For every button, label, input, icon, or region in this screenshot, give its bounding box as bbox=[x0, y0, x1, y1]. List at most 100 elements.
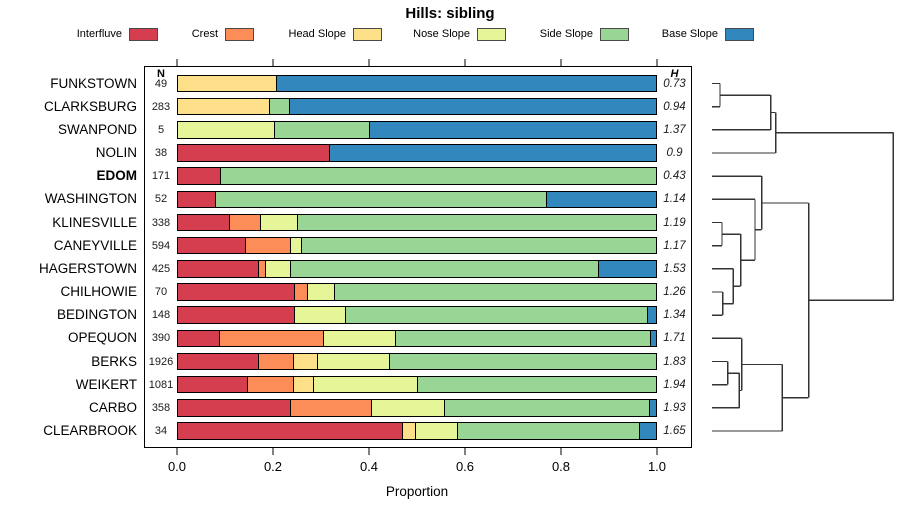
bar-segment-nose-slope bbox=[307, 284, 335, 300]
legend-label: Interfluve bbox=[76, 28, 122, 40]
bar-segment-side-slope bbox=[344, 307, 648, 323]
x-tick-label: 0.0 bbox=[167, 459, 187, 474]
h-value: 1.71 bbox=[663, 332, 686, 345]
bar-segment-interfluve bbox=[178, 307, 295, 323]
bar-segment-base-slope bbox=[329, 145, 656, 161]
h-value: 1.26 bbox=[663, 286, 686, 299]
h-value: 1.37 bbox=[663, 123, 686, 136]
h-value: 1.14 bbox=[663, 193, 686, 206]
n-value: 38 bbox=[154, 147, 168, 159]
bar-segment-base-slope bbox=[597, 261, 656, 277]
bar-segment-interfluve bbox=[178, 145, 330, 161]
bar-row-bedington bbox=[177, 306, 657, 324]
legend-swatch bbox=[225, 28, 254, 41]
bar-segment-side-slope bbox=[214, 191, 547, 208]
n-value: 594 bbox=[151, 239, 171, 252]
bar-row-washington bbox=[177, 190, 657, 209]
bar-segment-crest bbox=[244, 237, 291, 254]
h-value: 0.94 bbox=[663, 100, 686, 113]
bar-row-caneyville bbox=[177, 236, 657, 255]
bar-segment-nose-slope bbox=[259, 214, 297, 231]
h-value: 0.43 bbox=[663, 170, 686, 183]
h-value: 1.53 bbox=[663, 262, 686, 275]
bar-segment-side-slope bbox=[220, 168, 656, 184]
bar-row-clearbrook bbox=[177, 422, 657, 440]
bar-segment-interfluve bbox=[178, 423, 402, 439]
bar-segment-side-slope bbox=[290, 261, 598, 277]
bar-row-carbo bbox=[177, 399, 657, 417]
bar-segment-crest bbox=[257, 261, 265, 277]
bar-segment-base-slope bbox=[275, 75, 656, 92]
h-value: 0.9 bbox=[666, 147, 683, 159]
bar-row-edom bbox=[177, 167, 657, 185]
n-value: 70 bbox=[154, 286, 168, 299]
bar-segment-interfluve bbox=[178, 261, 258, 277]
bar-segment-crest bbox=[229, 214, 260, 231]
n-column-header: N bbox=[157, 68, 165, 80]
bar-segment-nose-slope bbox=[415, 423, 458, 439]
bar-segment-base-slope bbox=[546, 191, 656, 208]
h-value: 1.34 bbox=[663, 309, 686, 322]
bar-segment-crest bbox=[246, 376, 294, 393]
bar-segment-interfluve bbox=[178, 237, 245, 254]
bar-segment-crest bbox=[258, 353, 293, 370]
h-value: 1.94 bbox=[663, 378, 686, 391]
bar-segment-nose-slope bbox=[323, 330, 396, 347]
bar-segment-side-slope bbox=[296, 214, 656, 231]
bar-segment-interfluve bbox=[178, 168, 221, 184]
row-label-klinesville: KLINESVILLE bbox=[52, 214, 137, 230]
bar-segment-side-slope bbox=[417, 376, 656, 393]
bar-segment-head-slope bbox=[178, 75, 276, 92]
n-value: 34 bbox=[154, 425, 168, 438]
legend-swatch bbox=[477, 28, 506, 41]
bar-row-clarksburg bbox=[177, 97, 657, 116]
row-label-edom: EDOM bbox=[96, 168, 138, 184]
bar-segment-side-slope bbox=[395, 330, 651, 347]
x-tick-label: 1.0 bbox=[647, 459, 667, 474]
n-value: 5 bbox=[157, 123, 165, 136]
bar-segment-nose-slope bbox=[317, 353, 390, 370]
n-value: 425 bbox=[151, 262, 171, 275]
legend-label: Base Slope bbox=[661, 28, 718, 40]
bar-segment-side-slope bbox=[273, 122, 370, 138]
bar-segment-interfluve bbox=[178, 353, 259, 370]
row-label-berks: BERKS bbox=[91, 353, 137, 369]
bar-segment-interfluve bbox=[178, 376, 247, 393]
bar-row-berks bbox=[177, 352, 657, 371]
n-value: 283 bbox=[151, 100, 171, 113]
bar-row-nolin bbox=[177, 144, 657, 162]
bar-row-weikert bbox=[177, 375, 657, 394]
bar-segment-head-slope bbox=[293, 376, 314, 393]
bar-segment-base-slope bbox=[638, 423, 656, 439]
h-value: 1.83 bbox=[663, 355, 686, 368]
bar-segment-base-slope bbox=[648, 400, 656, 416]
row-label-opequon: OPEQUON bbox=[67, 330, 137, 346]
bar-segment-head-slope bbox=[178, 98, 269, 115]
n-value: 1926 bbox=[148, 355, 174, 368]
legend-swatch bbox=[129, 28, 158, 41]
bar-segment-base-slope bbox=[369, 122, 656, 138]
bar-segment-head-slope bbox=[292, 353, 318, 370]
bar-segment-crest bbox=[294, 284, 308, 300]
bar-segment-crest bbox=[218, 330, 324, 347]
n-value: 1081 bbox=[148, 378, 174, 391]
bar-segment-nose-slope bbox=[290, 237, 302, 254]
bar-segment-side-slope bbox=[301, 237, 656, 254]
n-value: 148 bbox=[151, 309, 171, 322]
legend-swatch bbox=[353, 28, 382, 41]
h-value: 1.19 bbox=[663, 216, 686, 229]
row-label-weikert: WEIKERT bbox=[75, 376, 137, 392]
legend-swatch bbox=[725, 28, 754, 41]
bar-segment-base-slope bbox=[647, 307, 656, 323]
row-label-carbo: CARBO bbox=[88, 399, 137, 415]
bar-segment-nose-slope bbox=[370, 400, 444, 416]
legend-label: Head Slope bbox=[288, 28, 347, 40]
row-label-hagerstown: HAGERSTOWN bbox=[38, 260, 137, 276]
bar-row-funkstown bbox=[177, 74, 657, 93]
bar-segment-head-slope bbox=[401, 423, 416, 439]
bar-segment-side-slope bbox=[443, 400, 649, 416]
n-value: 390 bbox=[151, 332, 171, 345]
bar-segment-nose-slope bbox=[313, 376, 418, 393]
legend-label: Side Slope bbox=[539, 28, 593, 40]
chart-title: Hills: sibling bbox=[405, 5, 495, 22]
